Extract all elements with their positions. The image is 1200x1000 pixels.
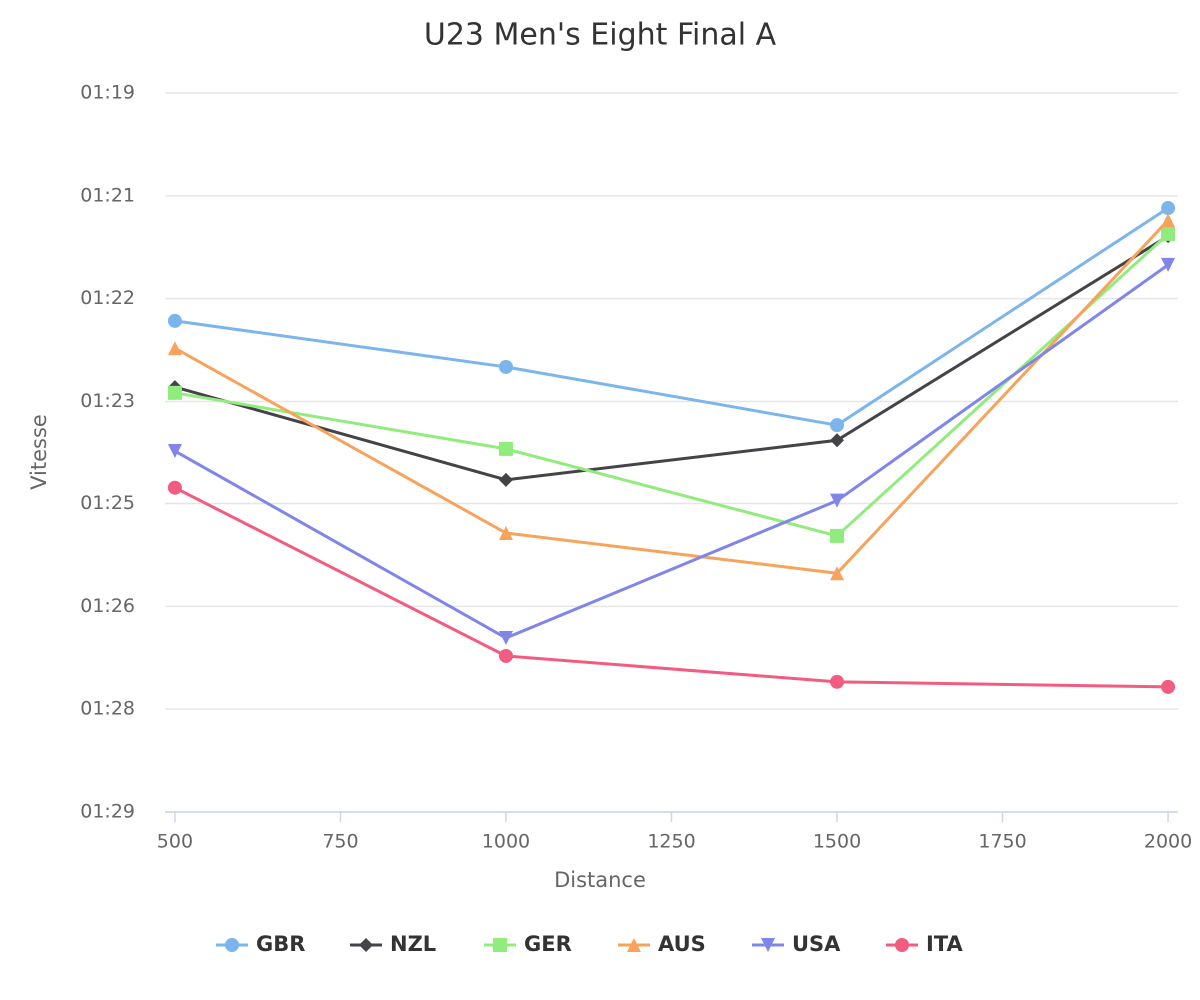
data-point bbox=[830, 418, 845, 433]
x-tick-label: 1750 bbox=[978, 831, 1026, 853]
x-tick-label: 1500 bbox=[813, 831, 861, 853]
data-point bbox=[1161, 201, 1176, 216]
data-point bbox=[1161, 679, 1176, 694]
x-tick-label: 750 bbox=[322, 831, 358, 853]
data-point bbox=[167, 313, 182, 328]
legend-item[interactable]: NZL bbox=[350, 932, 436, 956]
legend-label: NZL bbox=[390, 932, 436, 956]
data-point bbox=[830, 433, 845, 448]
x-tick-label: 2000 bbox=[1144, 831, 1192, 853]
series-line bbox=[174, 263, 1169, 640]
data-point bbox=[498, 441, 513, 456]
data-point bbox=[830, 528, 845, 543]
data-point bbox=[167, 385, 182, 400]
legend-marker bbox=[493, 938, 507, 952]
legend-item[interactable]: GBR bbox=[216, 932, 305, 956]
y-tick-label: 01:28 bbox=[80, 698, 135, 720]
legend-marker bbox=[895, 938, 909, 952]
x-tick-label: 1000 bbox=[482, 831, 530, 853]
legend-item[interactable]: ITA bbox=[886, 932, 964, 956]
data-point bbox=[498, 526, 513, 541]
data-point bbox=[830, 674, 845, 689]
legend-label: USA bbox=[792, 932, 841, 956]
x-axis-title: Distance bbox=[554, 868, 646, 892]
data-point bbox=[830, 566, 845, 581]
data-point bbox=[1161, 257, 1176, 272]
y-tick-label: 01:23 bbox=[80, 390, 135, 412]
legend-item[interactable]: USA bbox=[752, 932, 841, 956]
data-point bbox=[498, 472, 513, 487]
x-tick-label: 1250 bbox=[647, 831, 695, 853]
legend-marker bbox=[627, 938, 641, 952]
series-line bbox=[174, 232, 1170, 538]
data-point bbox=[167, 341, 182, 356]
legend-item[interactable]: GER bbox=[484, 932, 572, 956]
legend-label: AUS bbox=[658, 932, 706, 956]
data-point bbox=[1161, 213, 1176, 228]
data-point bbox=[498, 631, 513, 646]
series-line bbox=[174, 219, 1170, 575]
y-axis-title: Vitesse bbox=[27, 414, 51, 490]
y-tick-label: 01:26 bbox=[80, 595, 135, 617]
data-point bbox=[498, 648, 513, 663]
series-line bbox=[174, 206, 1169, 427]
legend-label: GER bbox=[524, 932, 572, 956]
series-line bbox=[174, 234, 1169, 482]
y-tick-label: 01:21 bbox=[80, 184, 135, 206]
data-point bbox=[498, 359, 513, 374]
legend-label: GBR bbox=[256, 932, 305, 956]
legend-marker bbox=[359, 938, 373, 952]
data-point bbox=[167, 444, 182, 459]
data-point bbox=[167, 480, 182, 495]
data-point bbox=[830, 493, 845, 508]
series-line bbox=[174, 486, 1169, 689]
y-tick-label: 01:22 bbox=[80, 287, 135, 309]
y-tick-label: 01:25 bbox=[80, 492, 135, 514]
legend-label: ITA bbox=[926, 932, 964, 956]
legend-item[interactable]: AUS bbox=[618, 932, 706, 956]
y-tick-label: 01:29 bbox=[80, 801, 135, 823]
data-point bbox=[1161, 226, 1176, 241]
x-tick-label: 500 bbox=[157, 831, 193, 853]
legend-marker bbox=[761, 938, 775, 952]
chart-title: U23 Men's Eight Final A bbox=[424, 18, 777, 53]
legend-marker bbox=[225, 938, 239, 952]
y-tick-label: 01:19 bbox=[80, 82, 135, 104]
